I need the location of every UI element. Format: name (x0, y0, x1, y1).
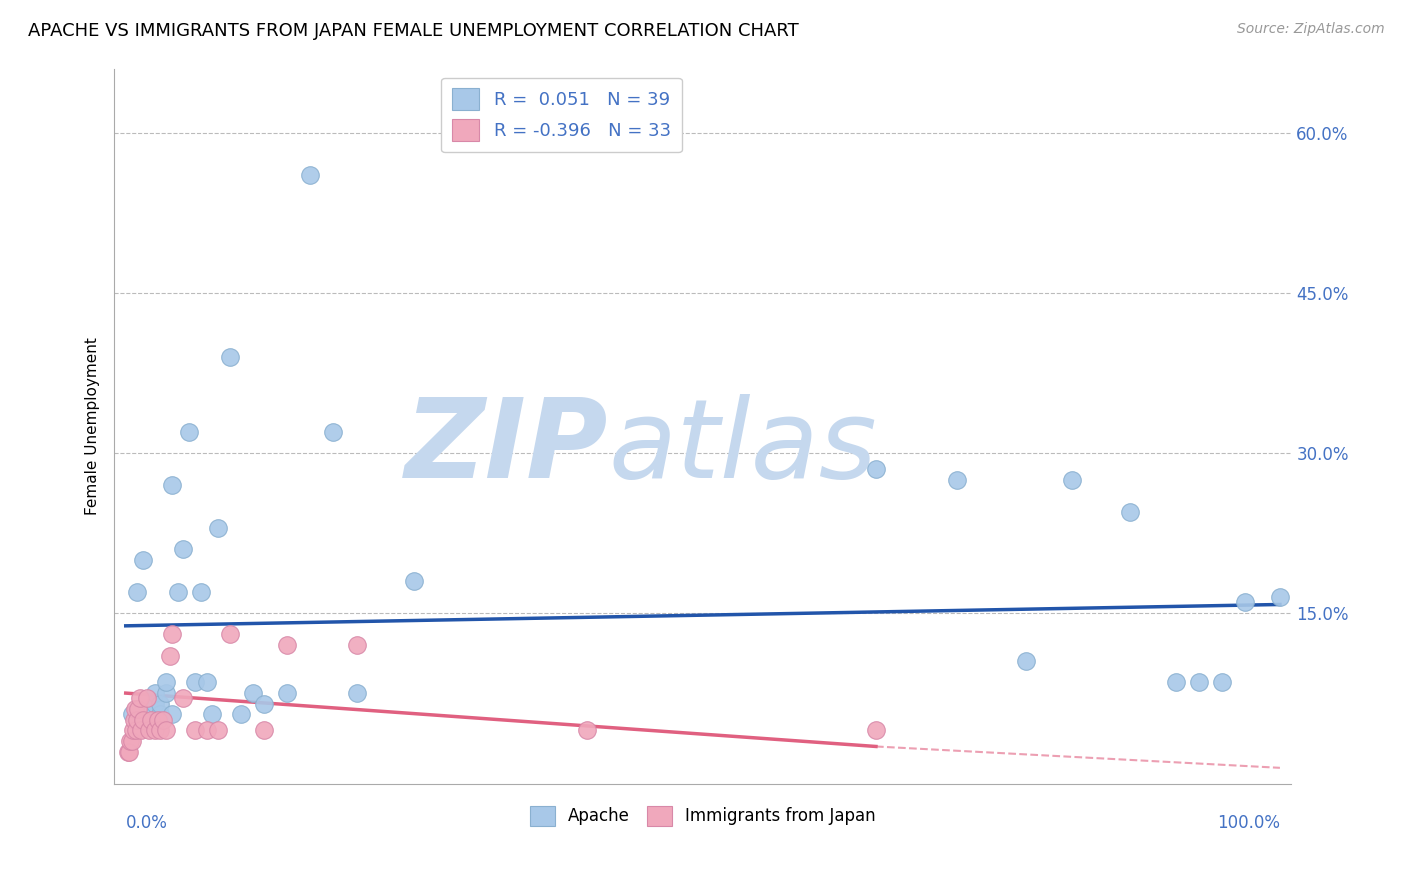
Point (207, 723, 229, 738)
Point (172, 691, 194, 706)
Point (218, 350, 240, 364)
Point (184, 723, 207, 738)
Point (149, 697, 172, 711)
Point (120, 734, 142, 748)
Legend: Apache, Immigrants from Japan: Apache, Immigrants from Japan (523, 799, 883, 833)
Point (155, 723, 177, 738)
Point (160, 627, 183, 641)
Point (138, 723, 160, 738)
Point (172, 541, 194, 556)
Text: 0.0%: 0.0% (125, 814, 167, 832)
Point (195, 723, 218, 738)
Point (121, 723, 143, 738)
Point (184, 675, 207, 690)
Point (149, 707, 172, 722)
Point (218, 627, 240, 641)
Point (135, 691, 157, 706)
Point (117, 745, 139, 759)
Text: atlas: atlas (609, 394, 877, 501)
Y-axis label: Female Unemployment: Female Unemployment (86, 337, 100, 515)
Point (152, 713, 174, 727)
Point (207, 520, 229, 534)
Point (139, 713, 162, 727)
Text: ZIP: ZIP (405, 394, 609, 501)
Point (1062, 473, 1084, 487)
Point (865, 462, 887, 476)
Point (146, 713, 169, 727)
Point (190, 584, 212, 599)
Point (132, 713, 155, 727)
Point (125, 723, 148, 738)
Point (128, 691, 150, 706)
Point (299, 169, 322, 183)
Point (865, 723, 887, 738)
Point (1119, 505, 1142, 519)
Point (122, 713, 145, 727)
Point (1188, 675, 1211, 690)
Point (276, 686, 298, 700)
Point (945, 473, 967, 487)
Point (143, 686, 166, 700)
Point (404, 574, 426, 588)
Point (201, 707, 224, 722)
Text: APACHE VS IMMIGRANTS FROM JAPAN FEMALE UNEMPLOYMENT CORRELATION CHART: APACHE VS IMMIGRANTS FROM JAPAN FEMALE U… (28, 22, 799, 40)
Point (195, 675, 218, 690)
Point (1211, 675, 1233, 690)
Point (179, 425, 201, 439)
Point (143, 697, 166, 711)
Point (231, 707, 253, 722)
Point (138, 707, 160, 722)
Point (159, 648, 181, 663)
Point (155, 675, 177, 690)
Point (346, 638, 368, 652)
Point (121, 707, 143, 722)
Point (166, 584, 188, 599)
Point (322, 425, 344, 439)
Point (253, 723, 276, 738)
Text: Source: ZipAtlas.com: Source: ZipAtlas.com (1237, 22, 1385, 37)
Point (576, 723, 599, 738)
Point (1234, 595, 1257, 609)
Point (160, 478, 183, 492)
Point (127, 713, 149, 727)
Point (160, 707, 183, 722)
Point (253, 697, 276, 711)
Point (132, 552, 155, 566)
Point (242, 686, 264, 700)
Text: 100.0%: 100.0% (1218, 814, 1279, 832)
Point (143, 723, 166, 738)
Point (1268, 590, 1291, 604)
Point (127, 702, 149, 716)
Point (346, 686, 368, 700)
Point (129, 723, 152, 738)
Point (149, 723, 172, 738)
Point (127, 584, 149, 599)
Point (124, 702, 146, 716)
Point (118, 745, 141, 759)
Point (155, 686, 177, 700)
Point (1015, 654, 1038, 668)
Point (1164, 675, 1187, 690)
Point (276, 638, 298, 652)
Point (121, 734, 143, 748)
